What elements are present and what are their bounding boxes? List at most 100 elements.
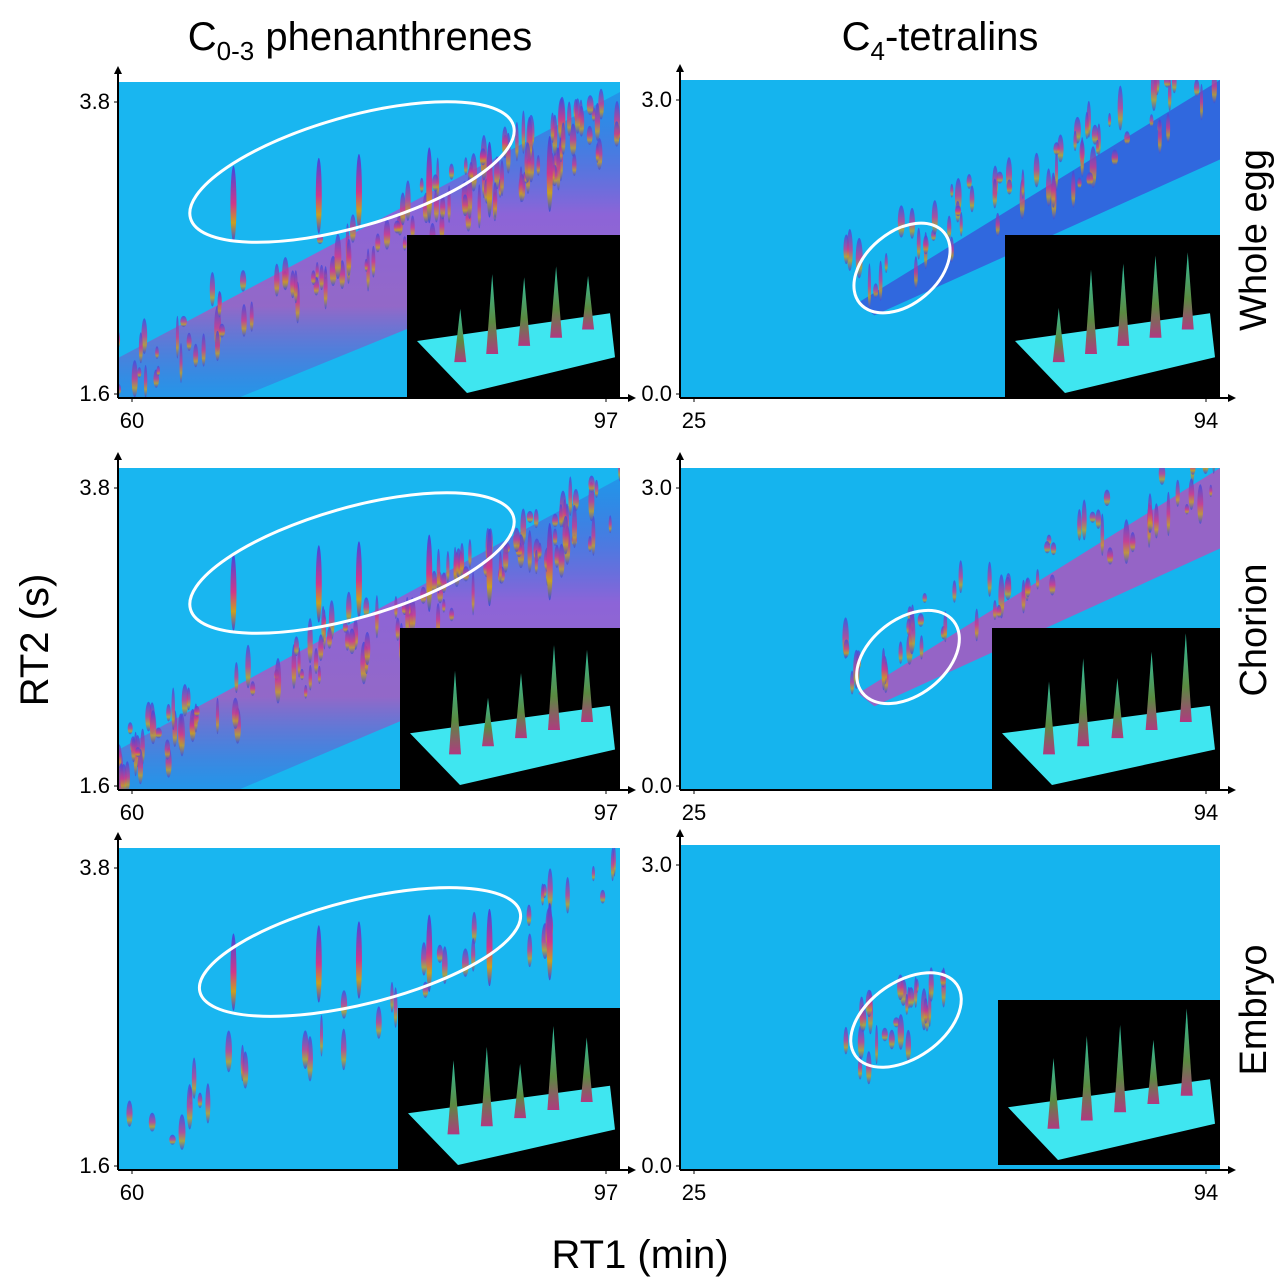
peak [462, 948, 469, 977]
peak [215, 330, 220, 362]
peak [453, 546, 457, 584]
x-tick-label: 25 [682, 408, 706, 433]
peak [950, 183, 954, 198]
peak [477, 184, 482, 229]
inset-peak [447, 1060, 460, 1135]
peak [148, 1112, 156, 1132]
inset-peak [1111, 677, 1124, 739]
peak [536, 155, 541, 176]
peak [547, 868, 553, 911]
peak [1071, 170, 1076, 208]
peak [193, 343, 199, 368]
peak [405, 180, 411, 222]
peak [595, 143, 599, 163]
peak [393, 220, 401, 234]
signal-band [858, 468, 1220, 707]
inset-peak [580, 1037, 593, 1102]
peak [191, 1057, 197, 1099]
inset-peak [454, 308, 467, 363]
axis-arrow [1228, 394, 1236, 402]
peak [426, 147, 433, 224]
peak [436, 944, 443, 963]
peak [987, 561, 992, 597]
peak [375, 595, 379, 639]
peak [952, 580, 957, 603]
peak [405, 596, 410, 636]
inset-peak [1117, 263, 1130, 346]
inset-surface [1002, 705, 1215, 785]
peak [486, 528, 493, 607]
peak [363, 597, 370, 618]
x-tick-label: 25 [682, 1180, 706, 1205]
peak [1158, 468, 1166, 485]
peak [293, 636, 299, 657]
peak [843, 1026, 849, 1055]
peak [873, 283, 879, 298]
peak [1129, 532, 1136, 553]
peak [1107, 547, 1114, 565]
peak [149, 710, 157, 745]
peak [421, 942, 427, 976]
peak [313, 647, 319, 675]
peak [1179, 450, 1183, 466]
peak [348, 628, 356, 655]
peak [866, 1051, 872, 1085]
peak [618, 468, 620, 482]
peak [311, 270, 316, 285]
peak [1166, 491, 1171, 537]
axis-arrow [114, 452, 122, 460]
peak [498, 551, 502, 584]
peak [155, 727, 162, 739]
y-tick-label: 3.0 [641, 87, 672, 112]
y-tick-label: 3.8 [79, 89, 110, 114]
peak [393, 987, 398, 1028]
axis-arrow [676, 829, 684, 837]
peak [315, 925, 322, 1003]
peak [1021, 169, 1025, 199]
peak [230, 933, 237, 1011]
peak [449, 607, 455, 622]
peak [586, 125, 593, 145]
peak [135, 747, 141, 758]
inset-surface [1008, 1079, 1215, 1160]
peak [527, 933, 533, 968]
inset-peak [518, 277, 531, 346]
inset-surface [408, 1085, 615, 1165]
inset-peak [486, 274, 499, 354]
peak [426, 534, 433, 612]
inset-peak [1077, 658, 1090, 747]
peak [1184, 503, 1190, 515]
peak [1073, 130, 1077, 152]
peak [1077, 509, 1082, 541]
peak [940, 969, 946, 988]
y-tick-label: 3.8 [79, 855, 110, 880]
peak [436, 548, 441, 594]
inset-peak [1180, 1008, 1193, 1096]
peak [608, 515, 612, 534]
peak [567, 101, 572, 137]
peak [399, 192, 406, 226]
peak [1117, 85, 1123, 131]
peak [323, 266, 328, 310]
inset-peak [1043, 681, 1055, 755]
peak [897, 205, 905, 238]
peak [120, 763, 127, 790]
peak [1190, 468, 1195, 485]
peak [907, 987, 915, 1008]
peak [293, 270, 298, 304]
peak [881, 1027, 888, 1042]
inset-peak [1080, 1035, 1093, 1121]
axis-arrow [628, 394, 636, 402]
peak [249, 301, 254, 332]
peak [131, 360, 138, 398]
peak [1111, 149, 1119, 166]
peak [588, 475, 595, 493]
peak [307, 618, 313, 664]
peak [897, 1014, 904, 1050]
peak [526, 510, 534, 523]
peak [426, 914, 433, 992]
peak [181, 684, 189, 717]
peak [916, 227, 921, 260]
x-tick-label: 97 [594, 1180, 618, 1205]
